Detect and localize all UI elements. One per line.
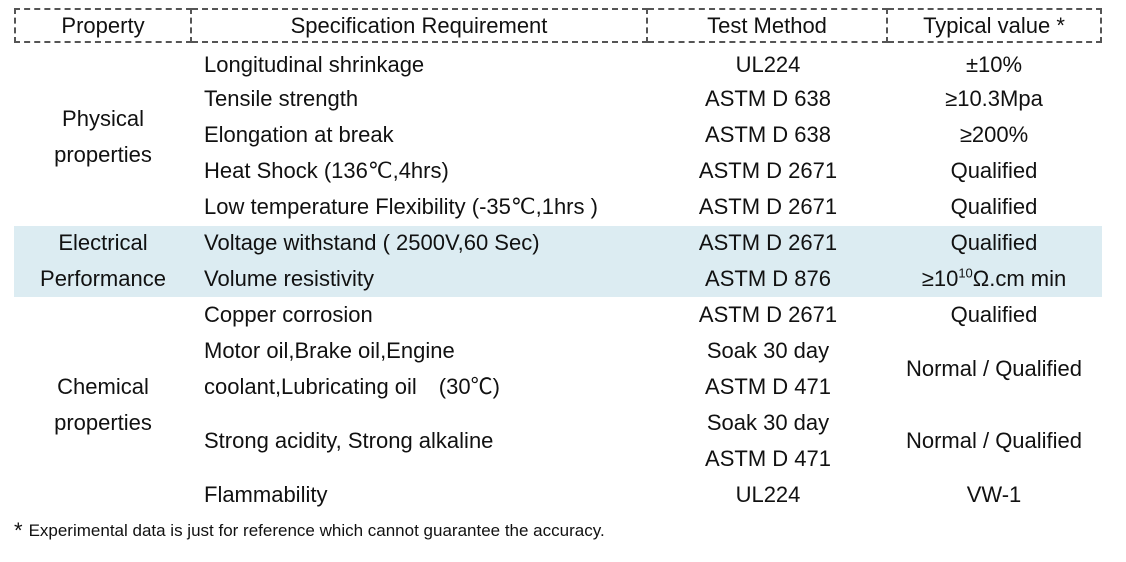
value-cell: Qualified xyxy=(950,230,1038,255)
spec-cell: Low temperature Flexibility (-35℃,1hrs ) xyxy=(204,194,598,219)
spec-cell: Heat Shock (136℃,4hrs) xyxy=(204,158,449,183)
spec-cell: Elongation at break xyxy=(204,122,394,147)
header-test-method: Test Method xyxy=(648,8,888,43)
header-property: Property xyxy=(14,8,192,43)
method-cell: ASTM D 2671 xyxy=(698,302,838,327)
group-electrical-performance: Electrical Performance xyxy=(14,225,192,297)
spec-cell: Strong acidity, Strong alkaline xyxy=(204,428,494,453)
value-cell: ≥10.3Mpa xyxy=(945,86,1043,111)
value-cell: ≥200% xyxy=(959,122,1029,147)
electrical-row-highlight xyxy=(14,226,1102,297)
spec-cell: Volume resistivity xyxy=(204,266,374,291)
value-cell: Qualified xyxy=(950,194,1038,219)
value-cell: ≥1010Ω.cm min xyxy=(888,261,1100,297)
header-specification: Specification Requirement xyxy=(192,8,648,43)
group-chemical-properties: Chemical properties xyxy=(14,369,192,441)
footnote-star: * xyxy=(14,518,23,543)
method-cell: ASTM D 2671 xyxy=(698,158,838,183)
group-label-line: properties xyxy=(54,410,152,435)
value-cell: Normal / Qualified xyxy=(905,356,1083,381)
group-label-line: Physical xyxy=(62,106,144,131)
method-cell: ASTM D 471 xyxy=(705,446,831,471)
group-label-line: Chemical xyxy=(57,374,149,399)
spec-cell: Longitudinal shrinkage xyxy=(204,52,425,77)
value-suffix: Ω.cm min xyxy=(972,266,1067,291)
method-cell: ASTM D 638 xyxy=(705,122,831,147)
group-physical-properties: Physical properties xyxy=(14,101,192,173)
method-cell: Soak 30 day xyxy=(706,410,830,435)
method-cell: ASTM D 2671 xyxy=(698,194,838,219)
spec-cell: Flammability xyxy=(204,482,328,507)
spec-cell: Voltage withstand ( 2500V,60 Sec) xyxy=(204,230,540,255)
footnote-text: Experimental data is just for reference … xyxy=(28,521,605,540)
group-label-line: Electrical xyxy=(58,230,148,255)
footnote: * Experimental data is just for reference… xyxy=(14,518,605,544)
group-label-line: properties xyxy=(54,142,152,167)
header-typical-value: Typical value * xyxy=(888,8,1102,43)
method-cell: UL224 xyxy=(735,482,801,507)
spec-cell: Copper corrosion xyxy=(204,302,373,327)
value-exponent: 10 xyxy=(958,265,973,281)
method-cell: ASTM D 876 xyxy=(705,266,831,291)
method-cell: ASTM D 471 xyxy=(705,374,831,399)
value-cell: Qualified xyxy=(950,158,1038,183)
value-cell: Normal / Qualified xyxy=(905,428,1083,453)
spec-cell: Motor oil,Brake oil,Engine xyxy=(204,338,455,363)
method-cell: ASTM D 638 xyxy=(705,86,831,111)
method-cell: Soak 30 day xyxy=(706,338,830,363)
value-cell: VW-1 xyxy=(966,482,1022,507)
value-cell: Qualified xyxy=(950,302,1038,327)
method-cell: ASTM D 2671 xyxy=(698,230,838,255)
value-cell: ±10% xyxy=(965,52,1023,77)
spec-cell: coolant,Lubricating oil (30℃) xyxy=(204,374,500,399)
group-label-line: Performance xyxy=(40,266,166,291)
spec-cell: Tensile strength xyxy=(204,86,359,111)
method-cell: UL224 xyxy=(735,52,801,77)
value-prefix: ≥10 xyxy=(921,266,959,291)
